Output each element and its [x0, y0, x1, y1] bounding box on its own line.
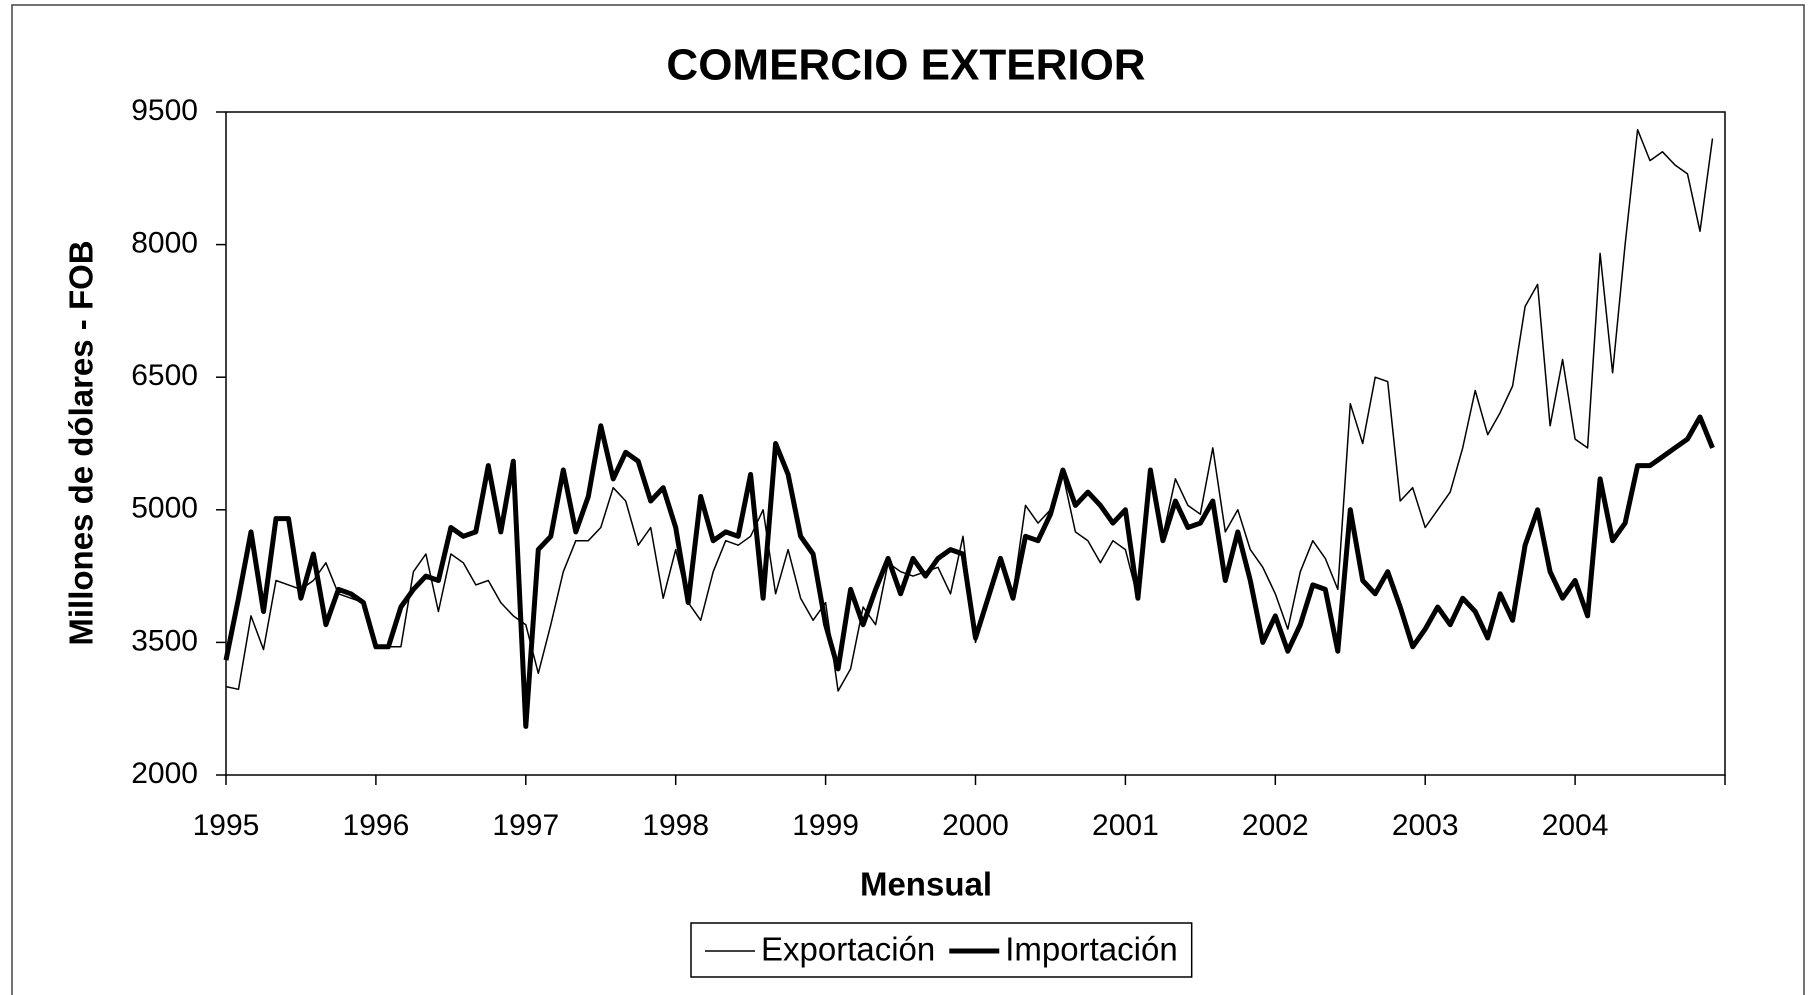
y-axis-label: Millones de dólares - FOB [63, 240, 100, 645]
legend-label: Exportación [761, 931, 935, 968]
y-tick-label: 3500 [131, 624, 198, 657]
x-tick-label: 1998 [642, 809, 709, 842]
y-tick-label: 5000 [131, 492, 198, 525]
x-tick-label: 1995 [193, 809, 260, 842]
y-tick-label: 2000 [131, 757, 198, 790]
legend-label: Importación [1005, 931, 1177, 968]
chart-border [11, 4, 1805, 995]
y-tick-label: 6500 [131, 359, 198, 392]
series-line [223, 414, 1715, 729]
x-tick-label: 2000 [942, 809, 1009, 842]
y-tick-label: 8000 [131, 227, 198, 260]
x-tick-label: 2002 [1242, 809, 1309, 842]
x-axis-label: Mensual [860, 866, 992, 903]
chart-title: COMERCIO EXTERIOR [666, 41, 1145, 90]
legend-box [690, 922, 1193, 978]
x-tick-label: 2001 [1092, 809, 1159, 842]
plot-frame [225, 111, 1726, 776]
x-tick-label: 2003 [1392, 809, 1459, 842]
y-tick-label: 9500 [131, 94, 198, 127]
x-tick-label: 2004 [1542, 809, 1609, 842]
x-tick-label: 1999 [792, 809, 859, 842]
x-tick-label: 1997 [492, 809, 559, 842]
x-tick-label: 1996 [343, 809, 410, 842]
